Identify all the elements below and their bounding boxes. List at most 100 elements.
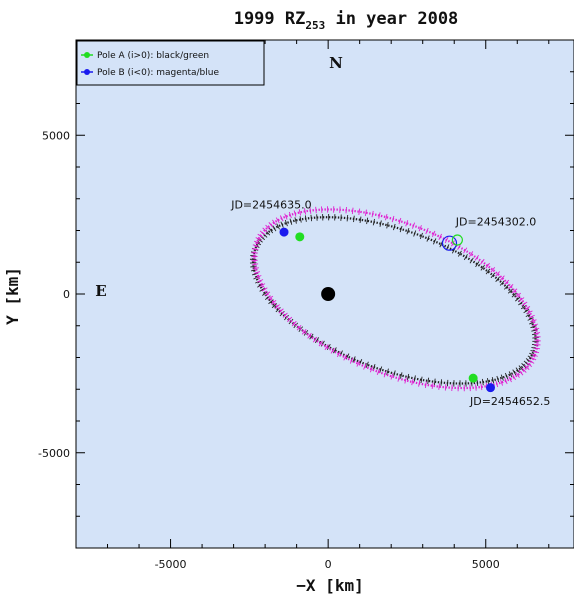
- orbit-tick: [485, 268, 491, 275]
- orbit-tick: [531, 323, 539, 327]
- orbit-tick: [253, 240, 261, 244]
- orbit-tick: [438, 383, 440, 390]
- orbit-tick: [280, 221, 284, 228]
- orbit-tick: [413, 230, 417, 237]
- orbit-tick: [309, 207, 312, 214]
- orbit-tick: [524, 365, 530, 370]
- x-axis-label: −X [km]: [296, 576, 363, 595]
- orbit-tick: [431, 230, 436, 237]
- orbit-tick: [262, 291, 268, 296]
- orbit-tick: [345, 206, 347, 214]
- jd-annotation: JD=2454652.5: [469, 395, 550, 408]
- chart-markers: JD=2454635.0 JD=2454302.0 JD=2454652.5: [230, 198, 550, 408]
- orbit-tick: [304, 208, 307, 215]
- orbit-tick: [250, 265, 257, 268]
- orbit-tick: [259, 283, 266, 288]
- orbit-tick: [444, 237, 449, 244]
- orbit-tick: [412, 222, 416, 229]
- orbit-tick: [378, 212, 381, 219]
- orbit-track-pole-b: [253, 208, 539, 390]
- y-axis-label: Y [km]: [3, 267, 22, 325]
- orbit-tick: [315, 206, 317, 214]
- orbit-tick: [504, 372, 509, 380]
- orbit-tick: [257, 279, 264, 283]
- orbit-tick: [480, 383, 483, 391]
- orbit-tick: [534, 336, 541, 338]
- orbit-tick: [528, 314, 535, 319]
- orbit-tick: [508, 284, 514, 290]
- orbit-tick: [264, 291, 271, 296]
- orbit-tick: [358, 208, 361, 215]
- open-marker-pole-b: [441, 235, 458, 251]
- orbit-tick: [352, 356, 356, 363]
- orbit-tick: [457, 243, 462, 250]
- orbit-tick: [251, 263, 259, 266]
- orbit-tick: [521, 367, 527, 373]
- orbit-tick: [476, 379, 479, 386]
- orbit-tick: [425, 227, 429, 235]
- y-tick-label: -5000: [38, 447, 70, 460]
- orbit-tick: [515, 367, 520, 374]
- orbit-tick: [463, 247, 468, 254]
- orbit-tick: [287, 316, 293, 323]
- orbit-tick: [274, 304, 280, 310]
- orbit-tick: [481, 378, 484, 386]
- orbit-tick: [252, 267, 259, 270]
- orbit-tick: [346, 214, 349, 222]
- position-marker-pole-a: [295, 232, 305, 242]
- orbit-tick: [345, 353, 350, 360]
- orbit-tick: [523, 360, 530, 366]
- orbit-tick: [310, 214, 313, 222]
- legend-label-pole-b: Pole B (i<0): magenta/blue: [97, 68, 219, 78]
- orbit-tick: [475, 261, 480, 268]
- orbit-tick: [399, 225, 403, 233]
- orbit-tick: [393, 370, 396, 377]
- legend-marker-pole-a: [84, 52, 90, 58]
- orbit-tick: [468, 251, 474, 258]
- orbit-tick: [491, 377, 495, 384]
- orbit-tick: [495, 380, 499, 388]
- orbit-tick: [304, 215, 307, 222]
- orbit-tick: [371, 210, 374, 218]
- y-tick-label: 0: [63, 288, 70, 301]
- orbit-tick: [495, 276, 501, 282]
- orbit-tick: [490, 267, 496, 273]
- orbit-tick: [383, 371, 387, 378]
- axis-ticks: -5000 0 5000 -5000 0 5000: [38, 40, 574, 571]
- orbit-tick: [261, 287, 268, 292]
- orbit-tick: [294, 217, 297, 224]
- orbit-tick: [521, 362, 527, 369]
- jd-annotation: JD=2454302.0: [455, 216, 536, 229]
- orbit-tick: [457, 250, 462, 257]
- orbit-tick: [333, 347, 337, 354]
- orbit-tick: [314, 337, 320, 344]
- orbit-tick: [404, 377, 407, 384]
- orbit-tick: [379, 366, 383, 373]
- compass-north: N: [329, 54, 343, 72]
- orbit-tick: [252, 244, 260, 247]
- orbit-tick: [499, 275, 505, 281]
- orbit-tick: [413, 375, 416, 382]
- orbit-tick: [353, 215, 355, 223]
- orbit-tick: [533, 332, 541, 335]
- orbit-tick: [432, 238, 437, 245]
- orbit-tick: [405, 220, 409, 227]
- orbit-tick: [336, 351, 341, 358]
- orbit-tick: [528, 359, 535, 364]
- orbit-tick: [514, 296, 521, 302]
- orbit-tick: [515, 292, 521, 298]
- orbit-tick: [251, 259, 258, 262]
- orbit-tick: [469, 257, 474, 264]
- orbit-tick: [265, 224, 271, 231]
- orbit-tick: [376, 368, 380, 376]
- orbit-tick: [393, 223, 396, 231]
- orbit-tick: [330, 347, 335, 354]
- orbit-tick: [500, 379, 503, 386]
- orbit-tick: [324, 344, 329, 351]
- orbit-tick: [255, 237, 262, 241]
- orbit-tick: [530, 356, 537, 361]
- orbit-tick: [531, 353, 538, 357]
- orbit-tick: [284, 213, 288, 220]
- position-marker-pole-a: [468, 373, 478, 383]
- orbit-tick: [532, 350, 540, 354]
